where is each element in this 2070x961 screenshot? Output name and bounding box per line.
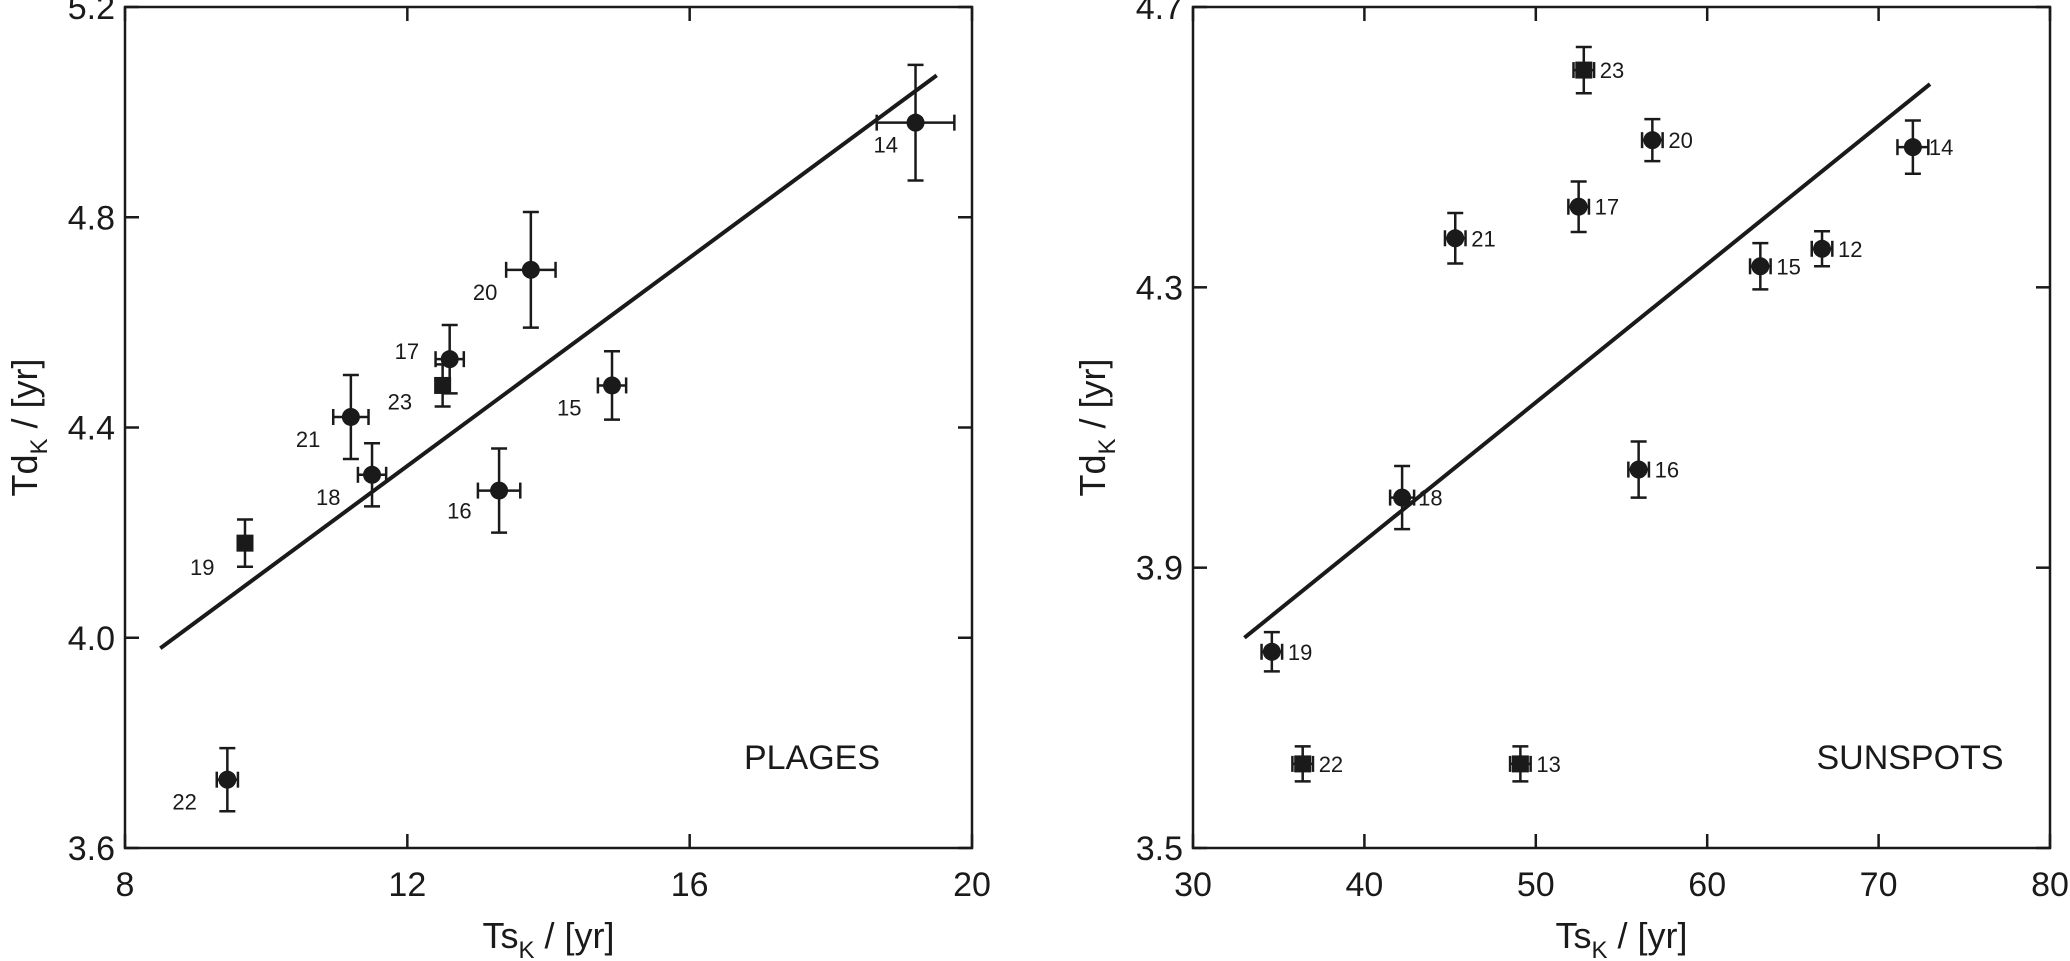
point-label: 16 [447, 499, 471, 524]
point-label: 16 [1655, 458, 1679, 483]
x-tick-label: 30 [1174, 866, 1212, 904]
marker-circle [1262, 642, 1281, 661]
data-point-14: 14 [1896, 119, 1953, 176]
panel-title: SUNSPOTS [1816, 739, 2003, 777]
point-label: 18 [316, 485, 340, 510]
data-point-22: 22 [172, 746, 240, 815]
marker-circle [1629, 460, 1648, 479]
x-tick-label: 16 [671, 866, 709, 904]
data-point-13: 13 [1508, 745, 1561, 783]
point-label: 21 [1471, 226, 1495, 251]
data-point-18: 18 [1388, 464, 1443, 531]
data-point-14: 14 [874, 63, 956, 182]
data-point-12: 12 [1810, 230, 1863, 268]
y-axis-label: TdK / [yr] [4, 358, 53, 496]
point-label: 22 [172, 790, 196, 815]
marker-circle [1446, 229, 1465, 248]
data-point-18: 18 [316, 442, 388, 510]
fit-line [159, 73, 938, 650]
plages-panel: 8 12 16 20 3.6 4.0 4.4 4.8 5.2 TsK / [yr] TdK / [y… [4, 0, 991, 961]
y-tick-label: 4.3 [1136, 269, 1183, 307]
marker-circle [1393, 488, 1412, 507]
data-point-17: 17 [395, 323, 466, 395]
point-label: 23 [1600, 58, 1624, 83]
y-tick-label: 3.9 [1136, 550, 1183, 588]
marker-square [434, 376, 452, 394]
marker-circle [1813, 239, 1832, 258]
marker-circle [218, 770, 237, 789]
x-tick-label: 40 [1345, 866, 1383, 904]
marker-circle [521, 260, 540, 279]
marker-square [236, 534, 254, 552]
marker-circle [363, 465, 382, 484]
data-point-21: 21 [1443, 211, 1496, 265]
y-tick-label: 3.5 [1136, 830, 1183, 868]
sunspots-panel: 30 40 50 60 70 80 3.5 3.9 4.3 4.7 TsK / [yr] TdK / … [1072, 0, 2069, 961]
point-label: 13 [1536, 752, 1560, 777]
point-label: 22 [1319, 752, 1343, 777]
x-axis-label: TsK / [yr] [482, 915, 614, 961]
y-tick-label: 4.0 [68, 620, 115, 658]
marker-circle [603, 376, 622, 395]
data-point-22: 22 [1291, 745, 1343, 783]
point-label: 15 [1776, 254, 1800, 279]
x-tick-label: 50 [1517, 866, 1555, 904]
marker-circle [906, 113, 925, 132]
data-point-15: 15 [557, 350, 628, 421]
panel-title: PLAGES [744, 739, 880, 777]
marker-circle [1643, 131, 1662, 150]
data-point-19: 19 [190, 518, 254, 580]
point-label: 19 [1288, 640, 1312, 665]
data-point-20: 20 [1640, 117, 1693, 163]
x-tick-label: 12 [388, 866, 426, 904]
plot-frame [1191, 5, 2052, 850]
data-point-20: 20 [473, 210, 557, 329]
point-label: 17 [395, 339, 419, 364]
point-label: 14 [1929, 135, 1953, 160]
point-label: 20 [473, 280, 497, 305]
y-tick-label: 4.8 [68, 199, 115, 237]
marker-circle [341, 407, 360, 426]
plot-frame [123, 5, 974, 850]
data-point-23: 23 [1572, 45, 1624, 95]
x-axis-label: TsK / [yr] [1555, 915, 1687, 961]
x-tick-label: 8 [116, 866, 135, 904]
x-tick-label: 80 [2031, 866, 2069, 904]
x-tick-label: 60 [1688, 866, 1726, 904]
point-label: 23 [388, 389, 412, 414]
data-point-16: 16 [447, 447, 522, 534]
data-point-17: 17 [1567, 180, 1619, 234]
y-tick-label: 5.2 [68, 0, 115, 27]
y-tick-label: 4.4 [68, 410, 115, 448]
fit-line [1243, 82, 1932, 640]
y-axis-label: TdK / [yr] [1072, 358, 1121, 496]
x-tick-label: 20 [953, 866, 991, 904]
point-label: 15 [557, 395, 581, 420]
point-label: 20 [1668, 128, 1692, 153]
data-point-21: 21 [296, 373, 370, 461]
data-point-23: 23 [388, 363, 452, 414]
point-label: 12 [1838, 237, 1862, 262]
data-point-16: 16 [1627, 440, 1679, 499]
point-label: 17 [1595, 195, 1619, 220]
y-tick-label: 4.7 [1136, 0, 1183, 27]
marker-circle [1751, 257, 1770, 276]
x-tick-label: 70 [1860, 866, 1898, 904]
marker-square [1575, 61, 1593, 79]
point-label: 19 [190, 555, 214, 580]
point-label: 14 [874, 133, 898, 158]
marker-circle [1569, 197, 1588, 216]
marker-square [1511, 755, 1529, 773]
y-tick-label: 3.6 [68, 830, 115, 868]
data-point-15: 15 [1748, 241, 1801, 291]
point-label: 18 [1418, 486, 1442, 511]
marker-square [1294, 755, 1312, 773]
data-point-19: 19 [1260, 630, 1312, 673]
point-label: 21 [296, 427, 320, 452]
marker-circle [490, 481, 509, 500]
marker-circle [1903, 138, 1922, 157]
